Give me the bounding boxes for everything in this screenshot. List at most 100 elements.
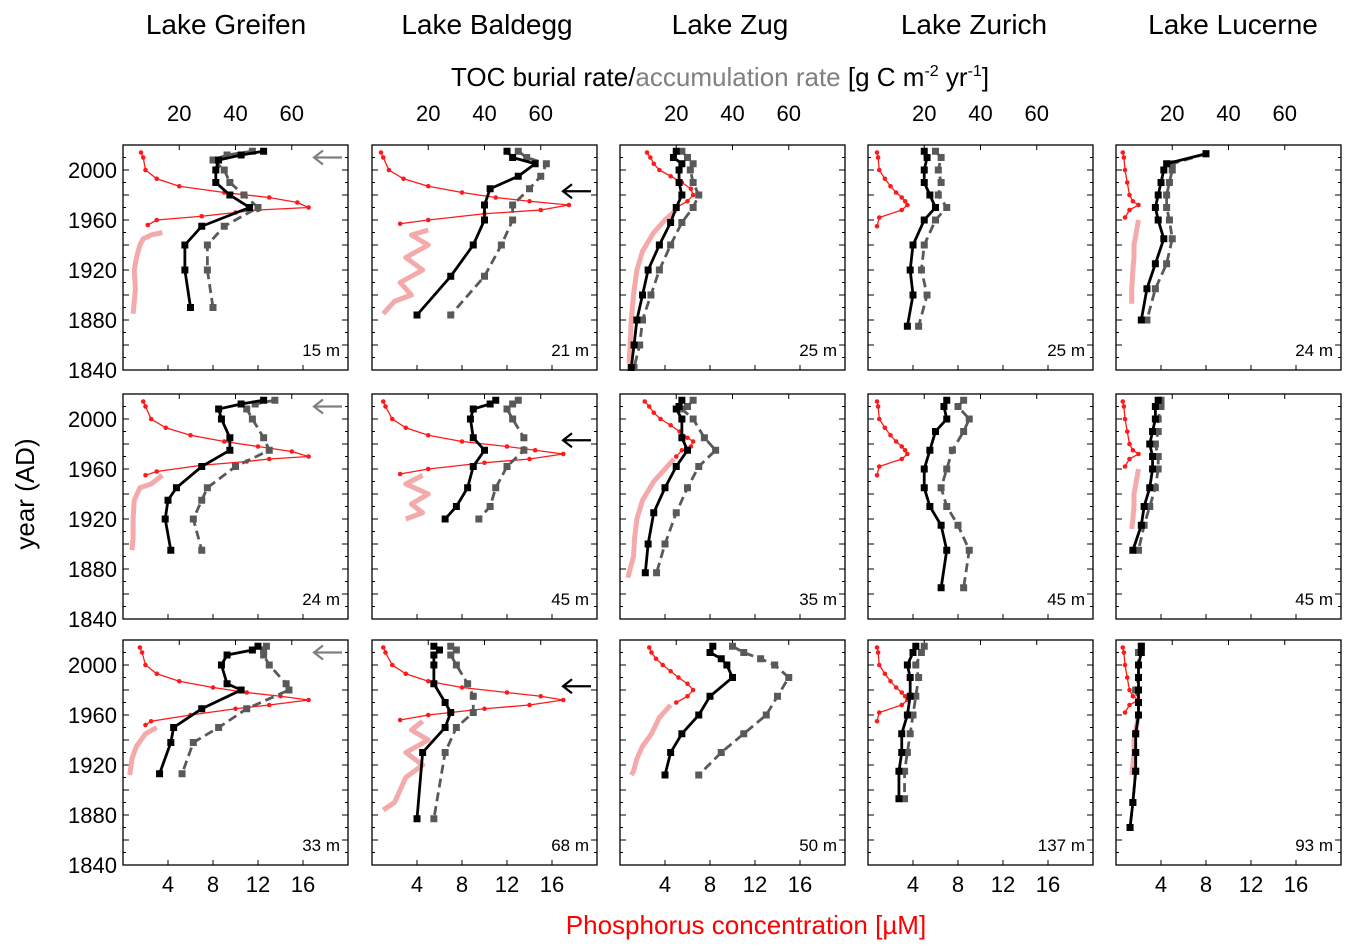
depth-label: 24 m	[1295, 341, 1333, 360]
bottom-tick-label: 12	[743, 872, 767, 897]
panel-lake0-row0: 2000 1960 1920 1880 1840 20 40 60 15 m	[68, 101, 349, 383]
accumulation-rate-point	[917, 266, 925, 274]
panel-lake2-row2: 4 8 12 16 50 m	[619, 639, 846, 897]
accumulation-rate-point	[226, 179, 234, 186]
toc-burial-point	[650, 509, 658, 517]
accumulation-rate-point	[655, 266, 663, 274]
toc-burial-point	[441, 699, 449, 706]
phosphorus-point	[1124, 675, 1130, 680]
y-tick-label: 1840	[68, 853, 117, 878]
phosphorus-point	[538, 693, 544, 699]
y-tick-label: 1840	[68, 358, 117, 383]
accumulation-rate-point	[943, 503, 951, 510]
toc-burial-point	[678, 730, 686, 738]
top-tick-label: 60	[280, 101, 304, 126]
toc-burial-point	[669, 154, 677, 161]
accumulation-rate-point	[678, 219, 686, 226]
accumulation-rate-point	[198, 496, 206, 504]
toc-burial-point	[937, 521, 945, 529]
phosphorus-point	[397, 471, 403, 477]
toc-burial-point	[1149, 465, 1157, 473]
accumulation-rate-point	[1151, 440, 1159, 448]
toc-burial-point	[237, 686, 245, 694]
phosphorus-point	[905, 202, 910, 208]
accumulation-rate-point	[215, 724, 223, 731]
phosphorus-point	[658, 416, 663, 422]
accumulation-rate-point	[678, 147, 686, 155]
toc-burial-point	[226, 191, 234, 199]
phosphorus-measured-line	[876, 152, 909, 227]
phosphorus-point	[527, 702, 532, 708]
toc-burial-point	[706, 692, 714, 700]
phosphorus-point	[176, 678, 182, 684]
accumulation-rate-point	[464, 680, 472, 688]
top-axis-label: TOC burial rate/accumulation rate [g C m…	[451, 62, 989, 92]
bottom-tick-label: 12	[1239, 872, 1263, 897]
phosphorus-reconstruction-line	[381, 227, 431, 316]
accumulation-rate-point	[1163, 260, 1171, 268]
accumulation-rate-point	[262, 642, 270, 650]
phosphorus-point	[651, 161, 657, 167]
toc-burial-point	[413, 311, 421, 319]
accumulation-rate-point	[960, 396, 968, 404]
arrow-head	[312, 149, 324, 166]
toc-burial-point	[1146, 440, 1154, 448]
accumulation-rate-point	[937, 154, 945, 161]
arrow-head	[561, 678, 573, 695]
accumulation-rate-point	[960, 428, 968, 435]
accumulation-rate-line	[939, 399, 971, 588]
accumulation-rate-point	[475, 515, 483, 523]
accumulation-rate-point	[774, 692, 781, 700]
toc-burial-point	[181, 266, 189, 274]
toc-burial-point	[926, 191, 934, 199]
toc-burial-point	[912, 642, 920, 650]
accumulation-rate-point	[943, 204, 951, 211]
arrow-head	[312, 644, 324, 661]
toc-burial-point	[627, 364, 635, 371]
phosphorus-point	[685, 198, 690, 204]
phosphorus-point	[1136, 451, 1141, 457]
depth-label: 33 m	[302, 836, 340, 855]
top-axis-label-part1: TOC burial rate/	[451, 62, 636, 92]
phosphorus-point	[139, 650, 145, 655]
toc-burial-point	[447, 709, 455, 716]
arrow-head	[312, 398, 324, 415]
toc-burial-point	[920, 484, 928, 492]
accumulation-rate-point	[282, 680, 290, 688]
phosphorus-point	[1122, 710, 1128, 715]
phosphorus-point	[199, 213, 205, 219]
accumulation-rate-point	[901, 795, 909, 803]
toc-burial-point	[695, 711, 703, 719]
accumulation-rate-point	[762, 711, 770, 719]
accumulation-rate-point	[740, 649, 748, 656]
accumulation-rate-point	[1157, 403, 1165, 410]
phosphorus-point	[221, 439, 227, 444]
toc-burial-point	[1143, 285, 1151, 293]
toc-burial-point	[729, 674, 736, 681]
depth-label: 24 m	[302, 590, 340, 609]
toc-burial-point	[198, 705, 206, 713]
toc-burial-point	[260, 147, 268, 155]
phosphorus-point	[888, 432, 893, 438]
phosphorus-point	[143, 167, 148, 173]
toc-burial-point	[633, 316, 641, 324]
accumulation-rate-point	[954, 521, 962, 529]
accumulation-rate-point	[965, 546, 973, 554]
lake-title-lucerne: Lake Lucerne	[1148, 9, 1318, 40]
toc-burial-point	[1137, 649, 1145, 656]
accumulation-rate-point	[514, 396, 522, 404]
toc-burial-line	[905, 150, 938, 327]
top-tick-label: 40	[223, 101, 247, 126]
top-tick-label: 60	[1025, 101, 1049, 126]
bottom-tick-label: 4	[411, 872, 423, 897]
accumulation-rate-point	[509, 201, 517, 209]
accumulation-rate-point	[909, 711, 917, 719]
panel-lake1-row0: 20 40 60 21 m	[371, 101, 598, 371]
toc-burial-point	[419, 749, 427, 756]
phosphorus-point	[389, 662, 395, 668]
phosphorus-point	[899, 456, 905, 462]
y-tick-label: 1840	[68, 607, 117, 632]
accumulation-rate-point	[542, 160, 550, 168]
phosphorus-point	[560, 451, 566, 457]
toc-burial-point	[223, 680, 231, 688]
